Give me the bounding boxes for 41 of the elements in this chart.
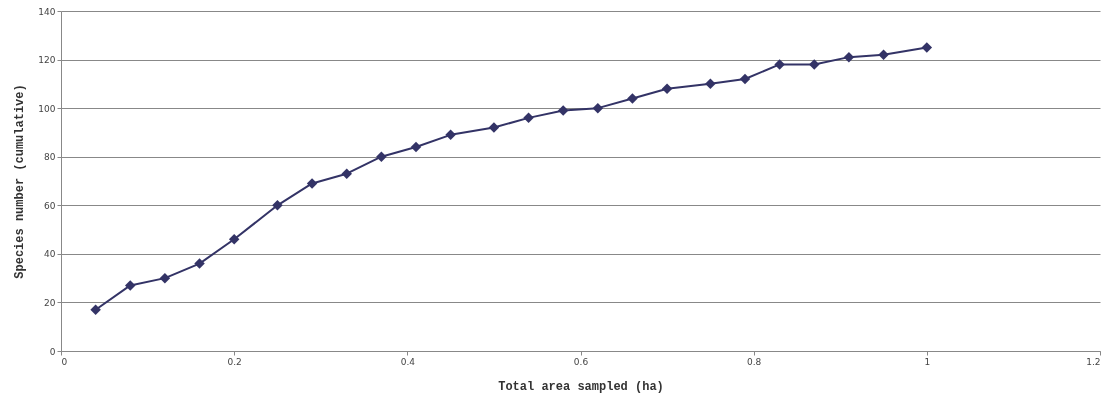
- point: [410, 141, 422, 153]
- point: [228, 234, 240, 245]
- x-tick-label: 0.4: [400, 356, 416, 367]
- y-tick-label: 80: [44, 152, 56, 163]
- point: [445, 129, 456, 141]
- point: [557, 105, 569, 116]
- x-tick-label: 0.2: [227, 356, 242, 367]
- point: [809, 59, 820, 70]
- point: [90, 304, 101, 315]
- point: [878, 49, 889, 60]
- point: [376, 151, 387, 162]
- point: [774, 59, 785, 70]
- point: [843, 51, 855, 63]
- y-axis-title: Species number (cumulative): [13, 84, 28, 279]
- y-tick-label: 120: [38, 55, 56, 66]
- point: [272, 200, 283, 211]
- point: [627, 93, 638, 104]
- point: [488, 122, 500, 133]
- point: [592, 102, 604, 114]
- point: [306, 178, 318, 189]
- y-tick-label: 20: [44, 297, 56, 308]
- point: [661, 83, 673, 94]
- x-tick-label: 0: [61, 356, 68, 367]
- point: [705, 78, 716, 90]
- point: [125, 280, 136, 291]
- point: [523, 112, 534, 124]
- y-tick-label: 140: [38, 6, 56, 17]
- x-tick-label: 0.6: [573, 356, 589, 367]
- y-tick-label: 60: [44, 200, 56, 211]
- x-tick-label: 1.2: [1086, 356, 1101, 367]
- x-axis-title: Total area sampled (ha): [498, 379, 664, 394]
- point: [341, 168, 352, 179]
- x-tick-label: 0.8: [747, 356, 762, 367]
- point: [159, 272, 171, 284]
- y-tick-label: 40: [44, 249, 56, 260]
- x-tick-label: 1: [924, 356, 931, 367]
- y-tick-label: 100: [38, 103, 56, 114]
- point: [194, 258, 205, 269]
- point: [739, 73, 751, 85]
- y-tick-label: 0: [49, 346, 56, 357]
- point: [921, 42, 933, 53]
